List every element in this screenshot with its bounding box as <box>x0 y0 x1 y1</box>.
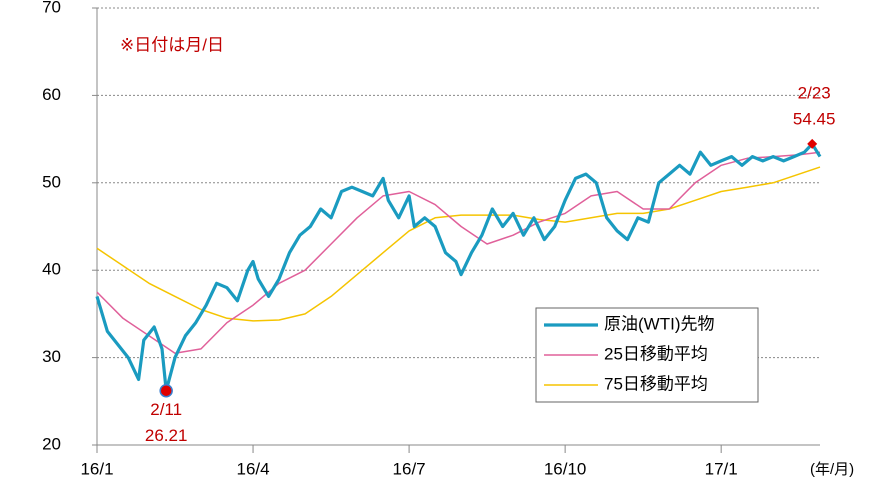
series-line <box>96 166 821 322</box>
y-tick-label: 60 <box>42 85 61 104</box>
x-tick-label: 16/10 <box>544 459 587 478</box>
x-tick-label: 16/4 <box>236 459 269 478</box>
note: ※日付は月/日 <box>120 35 224 54</box>
marker <box>807 138 818 149</box>
series-line <box>95 142 822 393</box>
y-tick-label: 70 <box>42 0 61 16</box>
y-tick-label: 40 <box>42 260 61 279</box>
marker-value: 26.21 <box>145 426 188 445</box>
legend-label: 原油(WTI)先物 <box>604 314 714 333</box>
x-tick-label: 17/1 <box>705 459 738 478</box>
y-tick-label: 50 <box>42 172 61 191</box>
x-tick-label: 16/7 <box>393 459 426 478</box>
marker-date: 2/11 <box>150 400 182 419</box>
series-line <box>96 151 821 354</box>
marker <box>159 383 173 398</box>
legend-label: 75日移動平均 <box>604 374 708 393</box>
marker-date: 2/23 <box>798 83 831 102</box>
x-tick-label: 16/1 <box>80 459 113 478</box>
y-tick-label: 20 <box>42 434 61 453</box>
marker-value: 54.45 <box>793 109 836 128</box>
x-unit: (年/月) <box>810 461 854 478</box>
legend-label: 25日移動平均 <box>604 344 708 363</box>
y-tick-label: 30 <box>42 347 61 366</box>
